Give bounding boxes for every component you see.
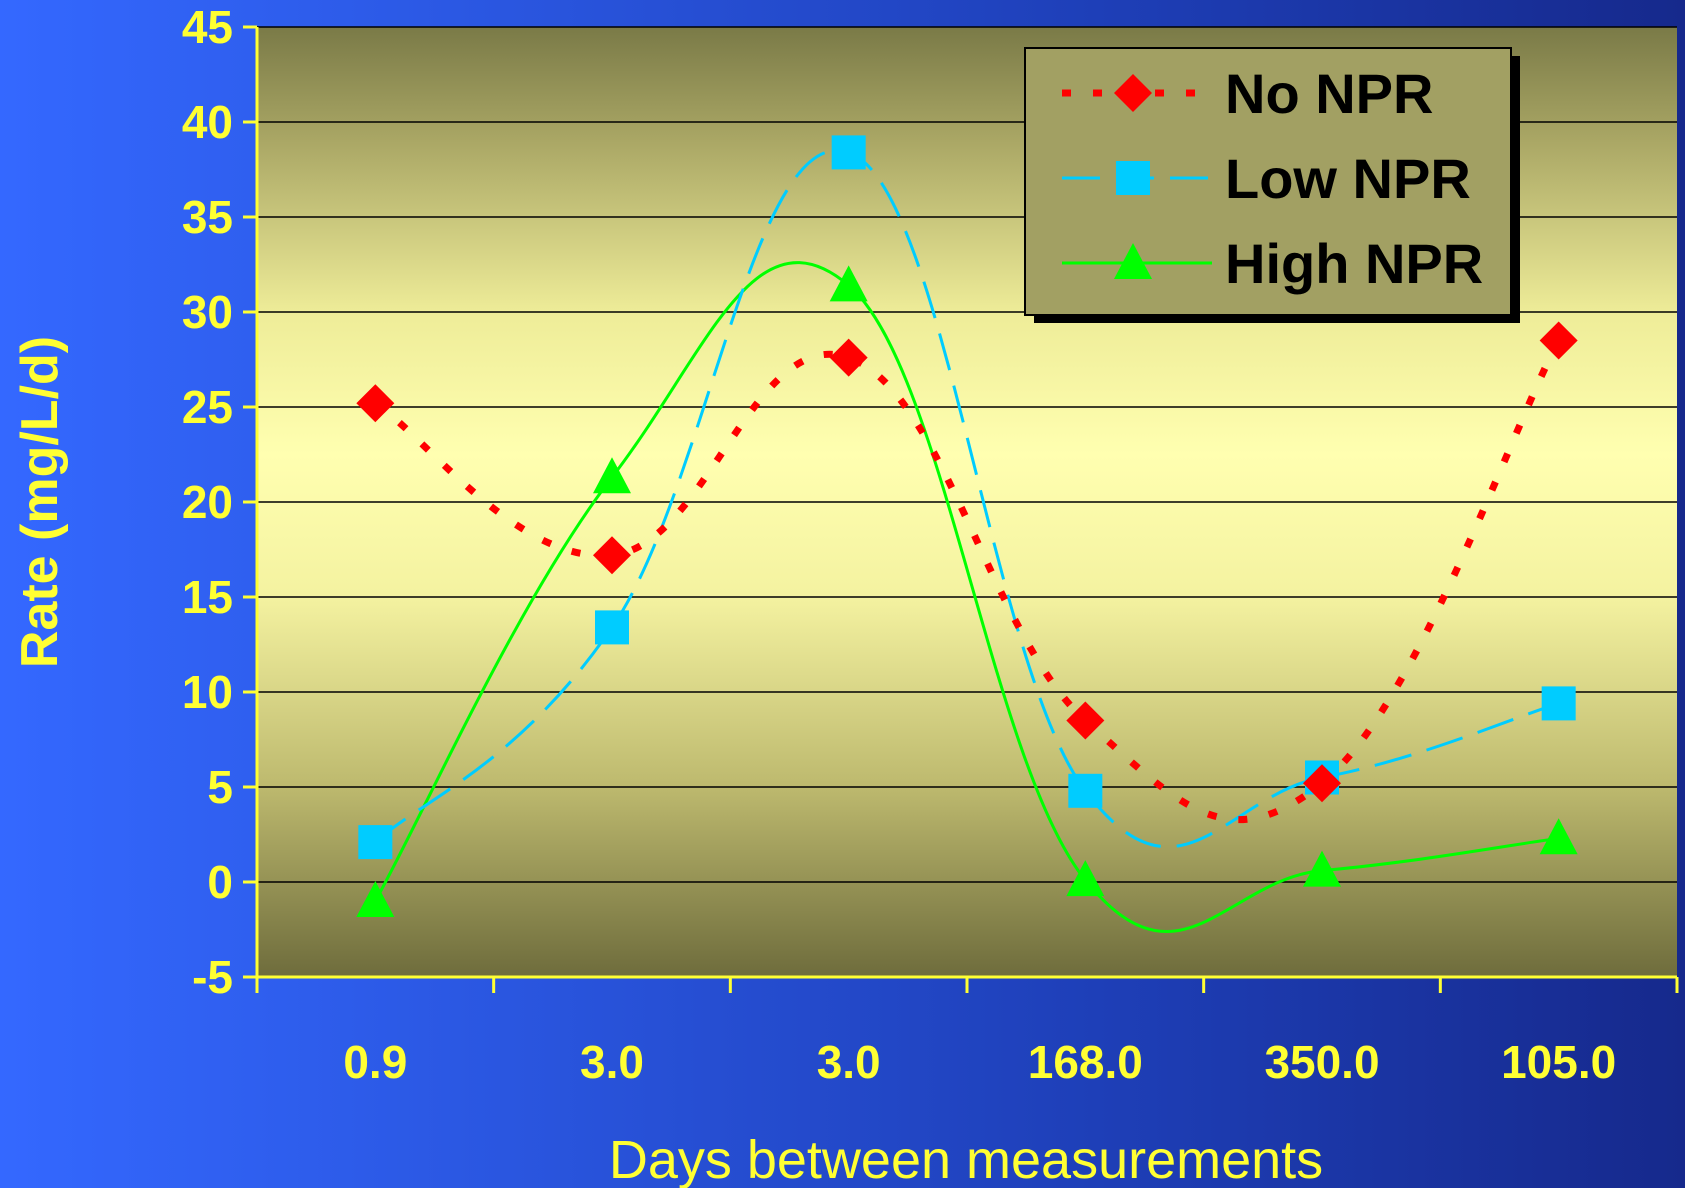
y-tick-label: 25	[182, 381, 233, 433]
data-point-high-npr	[1066, 860, 1105, 897]
legend-label-low-npr: Low NPR	[1225, 147, 1471, 210]
y-tick-label: -5	[192, 951, 233, 1003]
data-point-no-npr	[1539, 321, 1578, 360]
y-tick-label: 15	[182, 571, 233, 623]
data-point-low-npr	[1541, 686, 1576, 721]
series-line-low-npr	[374, 148, 1560, 849]
data-point-low-npr	[831, 135, 866, 170]
data-point-high-npr	[1303, 850, 1341, 887]
x-tick-label: 3.0	[817, 1036, 881, 1088]
y-tick-label: 5	[207, 761, 233, 813]
data-point-no-npr	[593, 536, 631, 575]
data-point-low-npr	[595, 610, 629, 645]
y-tick-label: 10	[182, 666, 233, 718]
legend-marker-no-npr	[1114, 74, 1152, 112]
axes	[243, 25, 1679, 993]
y-tick-label: 45	[182, 1, 233, 53]
data-point-no-npr	[829, 338, 868, 377]
legend-label-high-npr: High NPR	[1225, 232, 1483, 295]
legend: No NPR Low NPR High NPR	[1024, 47, 1520, 323]
legend-item-low-npr: Low NPR	[1062, 147, 1471, 210]
x-tick-labels: 0.9 3.0 3.0 168.0 350.0 105.0	[343, 1036, 1616, 1088]
legend-item-high-npr: High NPR	[1062, 232, 1483, 295]
y-tick-label: 35	[182, 191, 233, 243]
legend-box	[1024, 47, 1512, 316]
x-tick-label: 0.9	[343, 1036, 407, 1088]
legend-label-no-npr: No NPR	[1225, 62, 1433, 125]
legend-items: No NPR Low NPR High NPR	[1062, 62, 1483, 295]
y-axis-title: Rate (mg/L/d)	[11, 336, 69, 668]
y-tick-label: 20	[182, 476, 233, 528]
x-tick-label: 3.0	[580, 1036, 644, 1088]
data-point-high-npr	[356, 881, 395, 917]
legend-item-no-npr: No NPR	[1062, 62, 1433, 125]
data-point-no-npr	[1066, 701, 1105, 740]
data-point-high-npr	[1539, 818, 1578, 855]
data-point-high-npr	[593, 457, 631, 494]
data-point-no-npr	[356, 384, 395, 423]
series-layer	[356, 135, 1578, 933]
x-axis-title: Days between measurements	[609, 1130, 1323, 1188]
y-tick-label: 0	[207, 856, 233, 908]
series-no-npr	[356, 321, 1578, 824]
y-tick-labels: 45 40 35 30 25 20 15 10 5 0 -5	[182, 1, 233, 1003]
data-point-no-npr	[1303, 764, 1341, 803]
x-tick-label: 350.0	[1264, 1036, 1379, 1088]
y-tick-label: 30	[182, 286, 233, 338]
x-tick-label: 105.0	[1501, 1036, 1616, 1088]
y-tick-label: 40	[182, 96, 233, 148]
data-point-low-npr	[358, 825, 393, 860]
data-point-high-npr	[829, 265, 868, 302]
legend-marker-high-npr	[1114, 243, 1152, 279]
data-point-low-npr	[1068, 773, 1103, 808]
x-tick-label: 168.0	[1028, 1036, 1143, 1088]
legend-marker-low-npr	[1116, 161, 1150, 195]
